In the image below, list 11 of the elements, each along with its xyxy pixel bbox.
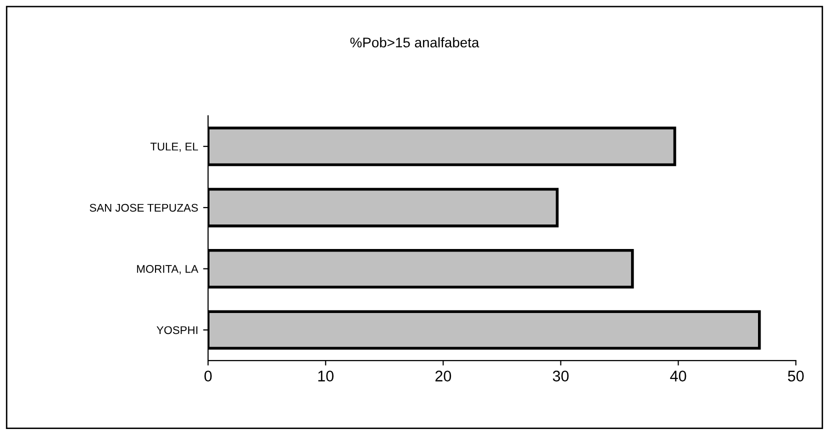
chart-title: %Pob>15 analfabeta [350, 37, 480, 48]
x-tick-label: 30 [552, 370, 569, 382]
y-tick-label: TULE, EL [150, 142, 198, 152]
y-tick-label: SAN JOSE TEPUZAS [90, 204, 198, 212]
x-tick-label: 20 [435, 370, 452, 382]
x-tick-label: 40 [670, 370, 686, 382]
x-tick-label: 10 [318, 370, 334, 382]
y-tick-label: YOSPHI [156, 326, 198, 334]
x-tick-label: 50 [788, 370, 804, 382]
x-tick-label: 0 [204, 370, 212, 382]
y-tick-label: MORITA, LA [137, 265, 198, 274]
